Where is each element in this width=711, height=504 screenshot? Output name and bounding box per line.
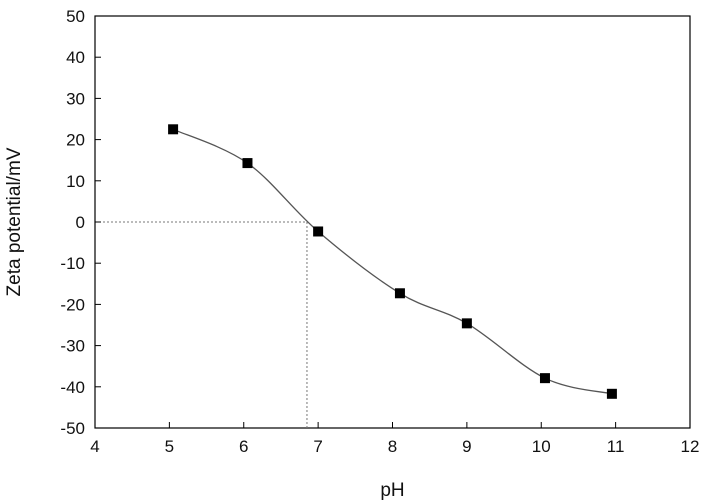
- y-tick-label: 10: [66, 172, 85, 191]
- data-point-marker: [539, 373, 550, 384]
- y-tick-label: -10: [60, 254, 85, 273]
- x-axis-ticks: 4 5 6 7 8 9 10 11 12: [90, 422, 699, 456]
- y-tick-label: 0: [76, 213, 85, 232]
- data-point-marker: [461, 318, 472, 329]
- x-tick-label: 12: [681, 437, 700, 456]
- y-tick-label: -40: [60, 378, 85, 397]
- fit-curve: [172, 128, 613, 395]
- y-axis-title: Zeta potential/mV: [4, 147, 25, 296]
- x-tick-label: 9: [462, 437, 471, 456]
- y-tick-label: 20: [66, 131, 85, 150]
- data-point-marker: [606, 388, 617, 399]
- isoelectric-reference-lines: [95, 221, 308, 428]
- x-axis-title: pH: [380, 480, 404, 501]
- x-tick-label: 10: [532, 437, 551, 456]
- y-tick-label: -30: [60, 337, 85, 356]
- x-tick-label: 6: [239, 437, 248, 456]
- data-point-marker: [168, 124, 179, 135]
- x-tick-label: 7: [313, 437, 322, 456]
- data-markers: [168, 124, 617, 399]
- x-tick-label: 5: [165, 437, 174, 456]
- data-point-marker: [313, 226, 324, 237]
- y-tick-label: 50: [66, 7, 85, 26]
- data-point-marker: [394, 288, 405, 299]
- y-tick-label: -20: [60, 295, 85, 314]
- y-axis-ticks: -50 -40 -30 -20 -10 0 10 20 30 40 50: [60, 7, 101, 438]
- x-tick-label: 8: [388, 437, 397, 456]
- y-tick-label: -50: [60, 419, 85, 438]
- x-tick-label: 4: [90, 437, 99, 456]
- y-tick-label: 30: [66, 89, 85, 108]
- y-tick-label: 40: [66, 48, 85, 67]
- data-point-marker: [242, 158, 253, 169]
- x-tick-label: 11: [607, 437, 625, 456]
